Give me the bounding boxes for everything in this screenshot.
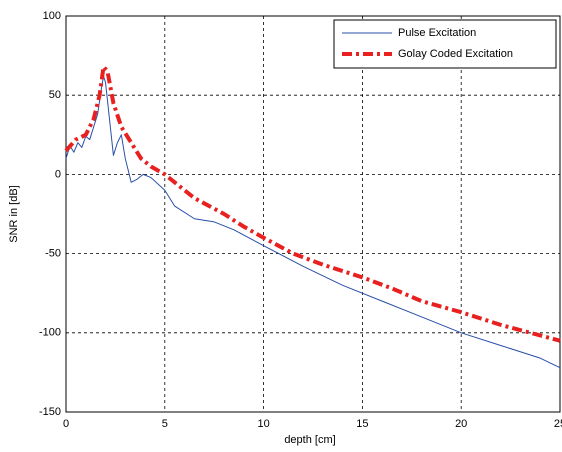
y-tick-label: -100	[39, 327, 61, 339]
y-tick-label: -150	[39, 406, 61, 418]
y-tick-label: -50	[45, 248, 61, 260]
x-tick-label: 10	[257, 418, 269, 430]
x-tick-label: 20	[455, 418, 467, 430]
x-tick-label: 0	[63, 418, 69, 430]
y-tick-label: 100	[43, 10, 61, 22]
plot-frame	[65, 15, 561, 413]
y-tick-label: 50	[49, 89, 61, 101]
legend-label: Pulse Excitation	[398, 27, 476, 39]
x-tick-label: 5	[162, 418, 168, 430]
x-axis-label: depth [cm]	[284, 434, 335, 446]
y-axis-label: SNR in [dB]	[8, 185, 20, 242]
x-tick-label: 15	[356, 418, 368, 430]
legend-label: Golay Coded Excitation	[398, 48, 513, 60]
x-tick-label: 25	[554, 418, 562, 430]
legend-box	[333, 19, 557, 69]
data-line	[64, 64, 561, 343]
y-tick-label: 0	[55, 168, 61, 180]
data-line	[65, 75, 561, 369]
